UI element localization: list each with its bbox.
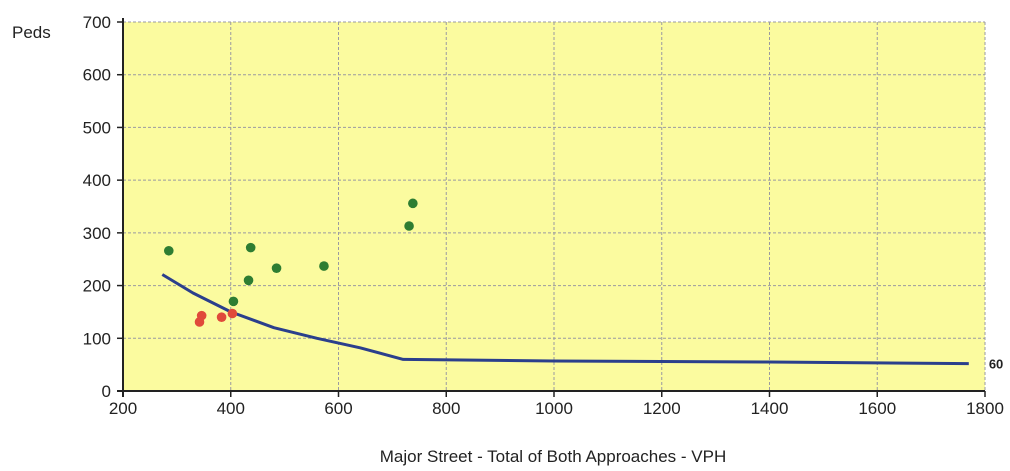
y-tick-label: 700 — [83, 13, 111, 32]
y-tick-label: 600 — [83, 66, 111, 85]
x-tick-labels: 200 400 600 800 1000 1200 1400 1600 1800 — [109, 399, 1004, 418]
curve-end-label: 60 — [989, 357, 1003, 372]
series-line — [161, 273, 969, 366]
data-point — [228, 296, 239, 307]
data-point — [271, 263, 282, 273]
x-tick-label: 1000 — [535, 399, 573, 418]
y-axis-title: Peds — [12, 23, 51, 42]
x-tick-label: 1600 — [858, 399, 896, 418]
x-tick-label: 1800 — [966, 399, 1004, 418]
x-tick-label: 800 — [432, 399, 460, 418]
annotations: 60 — [989, 357, 1003, 372]
data-point — [227, 308, 238, 319]
x-tick-label: 200 — [109, 399, 137, 418]
y-tick-label: 300 — [83, 224, 111, 243]
x-axis-title: Major Street - Total of Both Approaches … — [380, 447, 726, 466]
series-points — [163, 198, 418, 327]
grid — [123, 21, 986, 391]
data-point — [243, 275, 254, 286]
x-tick-label: 600 — [324, 399, 352, 418]
data-point — [196, 310, 207, 321]
y-tick-labels: 0 100 200 300 400 500 600 700 — [83, 13, 111, 401]
y-tick-label: 200 — [83, 277, 111, 296]
data-point — [404, 221, 414, 231]
data-point — [245, 242, 256, 253]
x-tick-label: 1200 — [643, 399, 681, 418]
y-tick-label: 0 — [102, 382, 111, 401]
y-tick-label: 100 — [83, 329, 111, 348]
data-point — [216, 312, 227, 323]
x-tick-label: 1400 — [751, 399, 789, 418]
y-tick-label: 400 — [83, 171, 111, 190]
data-point — [408, 198, 418, 209]
axes — [117, 18, 986, 397]
data-point — [319, 261, 329, 271]
threshold-curve — [161, 273, 969, 366]
data-point — [163, 245, 174, 256]
y-tick-label: 500 — [83, 118, 111, 137]
x-tick-label: 400 — [217, 399, 245, 418]
